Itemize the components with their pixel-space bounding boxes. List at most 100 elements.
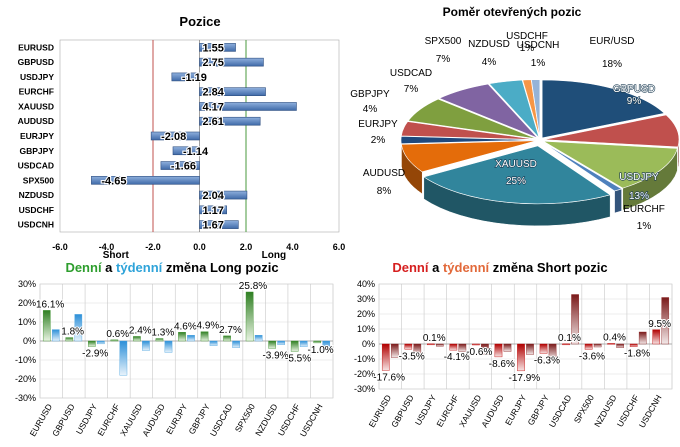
chart4-value-label: 9.5% [648,319,671,330]
chart1-value-label: 2.84 [203,87,225,99]
chart2-slice-percent: 1% [531,58,546,69]
chart4-y-tick-label: 20% [357,309,375,319]
chart2-slice-percent: 4% [482,57,497,68]
chart2-slice-percent: 2% [371,135,386,146]
chart4-title-part: změna Short pozic [489,260,607,275]
chart3-value-label: -2.9% [82,349,108,360]
chart3-title: Denní a týdenní změna Long pozic [65,260,278,275]
chart4-bar [571,294,579,345]
chart3-value-label: -5.5% [285,353,311,364]
chart1-value-label: -1.14 [183,146,209,158]
chart4-bar [436,343,444,347]
chart4-bar [413,343,422,355]
chart2-slice-label: EUR/USD [589,36,634,47]
chart4-title-part: týdenní [443,260,490,275]
chart3-bar [299,340,308,347]
chart1-bar [199,116,261,126]
chart4-bar [390,343,399,358]
chart1-title: Pozice [179,14,220,29]
chart4-value-label: -1.8% [624,349,650,360]
chart2-slice-label: USDCNH [517,40,560,51]
chart3-bar [232,340,240,348]
chart2-slice-label: USDJPY [619,172,659,183]
chart4-value-label: -3.6% [579,351,605,362]
chart4-y-tick-label: 10% [357,324,375,334]
chart2-slice [423,145,611,205]
chart1-bar [91,176,200,185]
chart4-bar [526,343,534,355]
chart4-bar [548,343,557,360]
chart4-bar [427,343,435,346]
chart3-bar [254,335,263,342]
chart3-bar [110,339,119,342]
chart1-bar [171,72,200,82]
chart3-bar [277,340,285,345]
chart4-bar [481,343,489,355]
chart3-value-label: -3.9% [262,350,288,361]
chart3-bar [268,340,276,349]
chart3-y-tick-label: 30% [18,279,36,289]
chart1-value-label: -1.66 [171,161,196,173]
chart3-bar [51,329,60,342]
chart2-slice-percent: 7% [436,54,451,65]
chart4-bar [539,343,548,354]
chart4-category-label: AUDUSD [479,393,506,429]
chart2-slice [488,79,540,138]
chart1-bar [199,102,297,111]
chart3-title-part: týdenní [116,260,163,275]
chart3-bar [200,331,209,342]
chart1-category-label: SPX500 [23,175,54,185]
chart4-bar [503,343,512,352]
chart1-category-label: EURUSD [18,42,54,52]
chart2-slice-side [614,188,622,214]
chart3-bar [164,340,173,353]
chart3-bar [142,340,150,351]
chart4-bar [381,343,390,371]
chart1-value-label: 2.75 [203,57,224,69]
chart4-y-tick-label: 30% [357,294,375,304]
chart4-bar [449,343,458,351]
chart4-bar [404,343,413,350]
chart3-y-tick-label: -30% [15,393,36,403]
chart3-title-part: Denní [65,260,102,275]
chart3-category-label: AUDUSD [140,402,167,438]
chart3-title-part: změna Long pozic [162,260,278,275]
chart4-bar [584,343,593,350]
chart1-category-label: AUDUSD [18,116,54,126]
chart2-slice-label: USDCAD [390,68,432,79]
chart3-bar [290,340,299,352]
chart4-y-tick-label: -10% [354,354,375,364]
chart4-value-label: 0.1% [423,333,446,344]
chart4-bar [616,343,624,348]
chart2-slice-label: NZDUSD [468,39,510,50]
chart4-bar [638,331,647,345]
chart1-short-label: Short [103,250,130,261]
chart3-category-label: SPX500 [233,402,257,434]
chart4-y-tick-label: 0% [362,339,375,349]
chart4-y-tick-label: 40% [357,279,375,289]
chart2-slice-label: GBPJPY [350,89,390,100]
chart3-y-tick-label: 20% [18,298,36,308]
chart2-slice-percent: 25% [506,176,526,187]
chart3-value-label: 2.7% [219,325,242,336]
chart1-category-label: USDCHF [19,205,54,215]
chart2-slice [541,79,665,139]
chart2-slice-label: USDCHF [506,31,548,42]
chart4-value-label: -4.1% [444,352,470,363]
chart4-bar [458,343,467,352]
chart1-x-tick-label: 2.0 [240,242,253,252]
chart1-x-tick-label: 0.0 [193,242,206,252]
chart1-category-label: XAUUSD [18,101,54,111]
chart2-slice-label: EURJPY [358,119,398,130]
chart4-value-label: -8.6% [489,359,515,370]
chart1-value-label: 1.17 [203,205,224,217]
chart1-x-tick-label: -6.0 [52,242,68,252]
chart1-value-label: 2.04 [203,190,225,202]
chart3-category-label: USDCAD [208,402,235,438]
chart2-slice-percent: 1% [520,43,535,54]
chart1-category-label: EURJPY [20,131,54,141]
chart4-bar [593,343,602,348]
chart1-bar [150,131,200,141]
chart4-title-part: a [428,260,442,275]
